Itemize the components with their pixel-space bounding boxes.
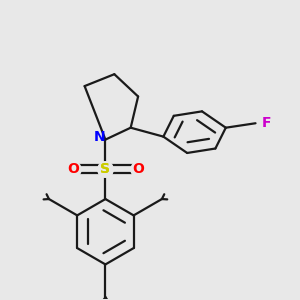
Text: S: S <box>100 162 110 176</box>
Text: N: N <box>94 130 105 144</box>
Text: F: F <box>262 116 272 130</box>
Text: O: O <box>132 162 144 176</box>
Text: O: O <box>67 162 79 176</box>
Text: S: S <box>100 162 110 176</box>
